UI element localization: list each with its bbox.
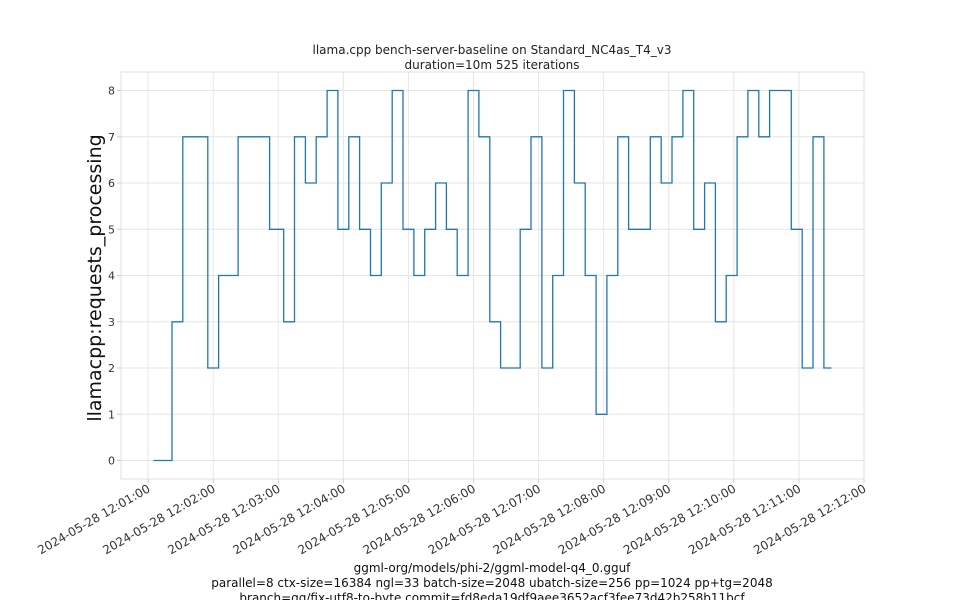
x-tick-label: 2024-05-28 12:06:00 [361,481,478,557]
y-tick-label: 7 [108,131,115,144]
y-tick-label: 6 [108,177,115,190]
y-tick-label: 1 [108,408,115,421]
x-tick-label: 2024-05-28 12:05:00 [296,481,413,557]
x-tick-label: 2024-05-28 12:01:00 [35,481,152,557]
x-tick-label: 2024-05-28 12:09:00 [556,481,673,557]
footer-params: parallel=8 ctx-size=16384 ngl=33 batch-s… [211,576,772,590]
series-line-requests-processing [153,89,832,462]
x-tick-label: 2024-05-28 12:04:00 [230,481,347,557]
x-tick-label: 2024-05-28 12:02:00 [100,481,217,557]
y-tick-label: 0 [108,455,115,468]
y-axis-label: llamacpp:requests_processing [84,134,106,421]
y-tick-label: 5 [108,223,115,236]
x-tick-label: 2024-05-28 12:08:00 [491,481,608,557]
x-tick-label: 2024-05-28 12:11:00 [686,481,803,557]
footer-model: ggml-org/models/phi-2/ggml-model-q4_0.gg… [354,561,632,575]
x-tick-label: 2024-05-28 12:07:00 [426,481,543,557]
y-tick-label: 3 [108,316,115,329]
x-tick-label: 2024-05-28 12:03:00 [165,481,282,557]
chart-subtitle: duration=10m 525 iterations [405,58,580,72]
chart-title: llama.cpp bench-server-baseline on Stand… [313,43,672,57]
footer-branch: branch=gg/fix-utf8-to-byte commit=fd8eda… [239,591,745,600]
x-tick-label: 2024-05-28 12:12:00 [751,481,868,557]
y-tick-label: 4 [108,270,115,283]
y-tick-label: 2 [108,362,115,375]
x-tick-label: 2024-05-28 12:10:00 [621,481,738,557]
y-tick-label: 8 [108,85,115,98]
